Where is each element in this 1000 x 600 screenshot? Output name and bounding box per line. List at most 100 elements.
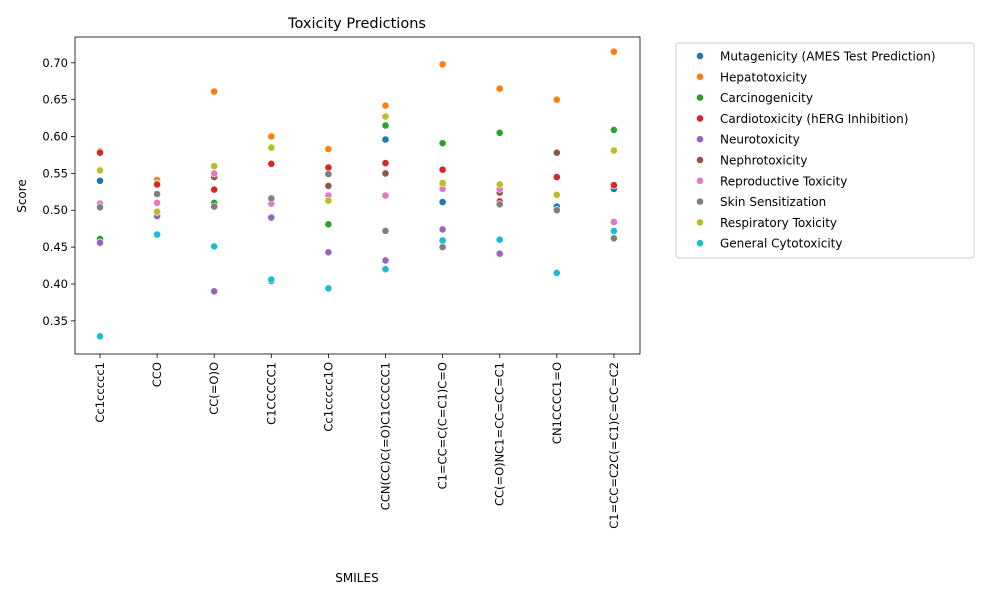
y-tick-label: 0.40 [42, 277, 68, 291]
data-point [438, 179, 447, 187]
legend-label: Reproductive Toxicity [720, 174, 847, 188]
data-point [96, 203, 104, 212]
data-point [495, 235, 504, 244]
legend-marker [696, 72, 704, 81]
data-point [324, 163, 333, 172]
data-point [324, 284, 333, 293]
data-point [552, 173, 561, 181]
data-point [552, 268, 561, 277]
data-point [495, 200, 504, 209]
x-tick-label: CCN(CC)C(=O)C1CCCCC1 [379, 362, 393, 510]
data-point [438, 225, 447, 234]
data-point [610, 218, 618, 226]
data-point [610, 47, 618, 56]
x-tick-label: CC(=O)NC1=CC=CC=C1 [493, 362, 507, 506]
data-point [610, 234, 618, 243]
chart-title: Toxicity Predictions [287, 16, 426, 32]
legend-label: Hepatotoxicity [720, 70, 807, 84]
data-point [438, 165, 447, 174]
y-tick-label: 0.35 [42, 314, 68, 328]
legend-label: Cardiotoxicity (hERG Inhibition) [720, 112, 908, 126]
data-point [552, 148, 561, 157]
legend-marker [696, 52, 704, 60]
data-point [210, 185, 219, 194]
data-point [438, 139, 447, 148]
data-point [210, 202, 219, 211]
legend-marker [696, 114, 704, 123]
legend-frame [675, 42, 975, 259]
data-point [381, 101, 390, 110]
data-point [324, 181, 333, 190]
data-point [153, 190, 161, 198]
data-point [438, 60, 447, 69]
legend-marker [696, 176, 704, 185]
y-tick-label: 0.65 [42, 93, 68, 107]
data-point [381, 265, 390, 274]
data-point [267, 194, 276, 203]
legend-label: Respiratory Toxicity [720, 216, 837, 230]
data-point [267, 275, 276, 284]
legend-label: Skin Sensitization [720, 195, 826, 209]
y-axis: 0.35 0.40 0.45 0.50 0.55 0.60 0.65 0.70 [42, 56, 75, 328]
points-layer [96, 47, 618, 341]
data-point [210, 162, 219, 170]
data-point [495, 84, 504, 93]
data-point [610, 226, 618, 235]
data-point [552, 190, 561, 199]
legend-marker [696, 197, 704, 206]
data-point [96, 238, 104, 247]
x-tick-label: C1=CC=C(C=C1)C=O [436, 362, 450, 489]
legend-label: Nephrotoxicity [720, 154, 807, 168]
data-point [324, 196, 333, 205]
data-point [153, 230, 161, 239]
data-point [210, 169, 219, 178]
data-point [495, 249, 504, 258]
data-point [438, 243, 447, 251]
data-point [381, 135, 390, 144]
y-tick-label: 0.60 [42, 130, 68, 144]
data-point [381, 121, 390, 130]
data-point [610, 181, 618, 190]
x-tick-label: Cc1ccccc1O [321, 362, 335, 432]
data-point [153, 180, 161, 189]
data-point [210, 242, 219, 251]
x-tick-label: CCO [150, 362, 164, 387]
x-tick-label: CN1CCCC1=O [550, 362, 564, 444]
legend-label: General Cytotoxicity [720, 237, 842, 251]
x-axis-label: SMILES [335, 571, 378, 585]
data-point [96, 176, 104, 185]
legend-marker [696, 156, 704, 164]
data-point [438, 236, 447, 245]
legend-marker [696, 93, 704, 102]
data-point [381, 191, 390, 200]
data-point [381, 169, 390, 178]
data-point [267, 143, 276, 152]
x-tick-label: C1CCCCC1 [264, 362, 278, 425]
data-point [495, 128, 504, 137]
legend-label: Mutagenicity (AMES Test Prediction) [720, 50, 936, 64]
data-point [381, 159, 390, 167]
data-point [552, 95, 561, 104]
data-point [267, 132, 276, 141]
legend-marker [696, 135, 704, 144]
x-tick-label: C1=CC=C2C(=C1)C=CC=C2 [607, 362, 621, 529]
y-axis-label: Score [15, 179, 29, 213]
data-point [438, 198, 447, 206]
data-point [210, 287, 219, 296]
data-point [96, 332, 104, 341]
legend: Mutagenicity (AMES Test Prediction) Hepat… [675, 42, 975, 259]
data-point [267, 159, 276, 168]
legend-label: Neurotoxicity [720, 133, 800, 147]
data-point [153, 207, 161, 216]
legend-marker [696, 239, 704, 248]
y-tick-label: 0.70 [42, 56, 68, 70]
data-point [324, 145, 333, 153]
x-axis: Cc1ccccc1 CCO CC(=O)O C1CCCCC1 Cc1ccccc1O CCN… [93, 354, 621, 529]
data-point [381, 112, 390, 121]
x-tick-label: CC(=O)O [207, 362, 221, 415]
y-tick-label: 0.55 [42, 166, 68, 180]
data-point [552, 206, 561, 215]
data-point [324, 248, 333, 257]
plot-area-frame [74, 36, 641, 355]
